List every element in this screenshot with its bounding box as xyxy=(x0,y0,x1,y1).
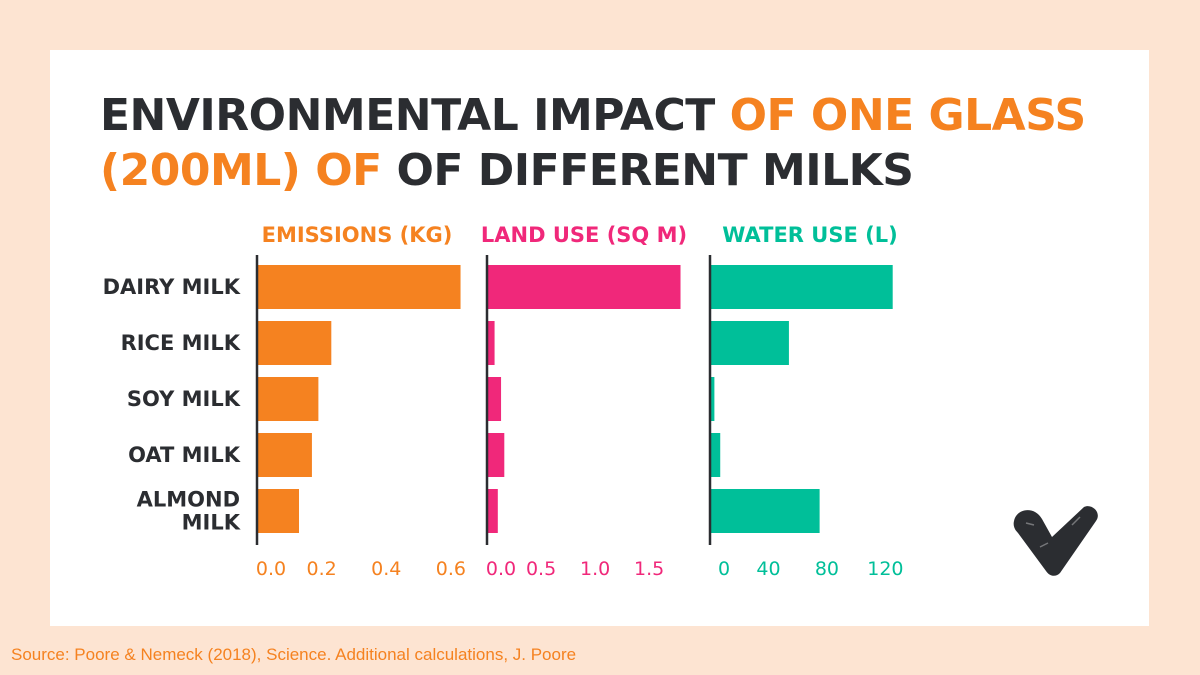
title-line1-dark: ENVIRONMENTAL IMPACT xyxy=(100,90,715,141)
tick-label-1-3: 1.5 xyxy=(634,558,664,580)
category-label-1: RICE MILK xyxy=(121,331,241,355)
bar-2-2 xyxy=(710,377,715,421)
bar-0-1 xyxy=(257,321,332,365)
tick-label-2-3: 120 xyxy=(867,558,903,580)
bar-2-1 xyxy=(710,321,789,365)
bar-1-3 xyxy=(487,433,505,477)
bar-1-4 xyxy=(487,489,498,533)
panel-title-1: LAND USE (SQ M) xyxy=(481,223,687,247)
tick-label-0-2: 0.4 xyxy=(371,558,401,580)
title-line1-accent: OF ONE GLASS xyxy=(729,90,1087,141)
tick-label-2-1: 40 xyxy=(756,558,780,580)
title-line2-accent: (200ML) OF xyxy=(100,145,382,196)
panel-title-2: WATER USE (L) xyxy=(722,223,897,247)
tick-label-2-2: 80 xyxy=(815,558,839,580)
bar-1-1 xyxy=(487,321,495,365)
bar-0-4 xyxy=(257,489,299,533)
bar-0-0 xyxy=(257,265,461,309)
title-line2-dark: OF DIFFERENT MILKS xyxy=(396,145,914,196)
bar-2-3 xyxy=(710,433,721,477)
bar-1-0 xyxy=(487,265,681,309)
tick-label-1-2: 1.0 xyxy=(580,558,610,580)
category-label-2: SOY MILK xyxy=(127,387,241,411)
tick-label-1-0: 0.0 xyxy=(486,558,516,580)
tick-label-1-1: 0.5 xyxy=(526,558,556,580)
category-label-3: OAT MILK xyxy=(128,443,241,467)
bar-0-2 xyxy=(257,377,319,421)
bar-2-4 xyxy=(710,489,820,533)
category-label-4: ALMOND MILK xyxy=(137,488,241,535)
chart-card xyxy=(50,50,1149,626)
bar-1-2 xyxy=(487,377,502,421)
panel-title-0: EMISSIONS (KG) xyxy=(262,223,453,247)
bar-2-0 xyxy=(710,265,893,309)
tick-label-0-3: 0.6 xyxy=(436,558,466,580)
tick-label-0-0: 0.0 xyxy=(256,558,286,580)
heart-check-logo xyxy=(1013,506,1098,576)
chart-title: ENVIRONMENTAL IMPACT OF ONE GLASS (200ML… xyxy=(100,88,1140,198)
source-note: Source: Poore & Nemeck (2018), Science. … xyxy=(11,645,577,664)
tick-label-0-1: 0.2 xyxy=(307,558,337,580)
bar-0-3 xyxy=(257,433,312,477)
tick-label-2-0: 0 xyxy=(718,558,730,580)
category-label-0: DAIRY MILK xyxy=(103,275,241,299)
